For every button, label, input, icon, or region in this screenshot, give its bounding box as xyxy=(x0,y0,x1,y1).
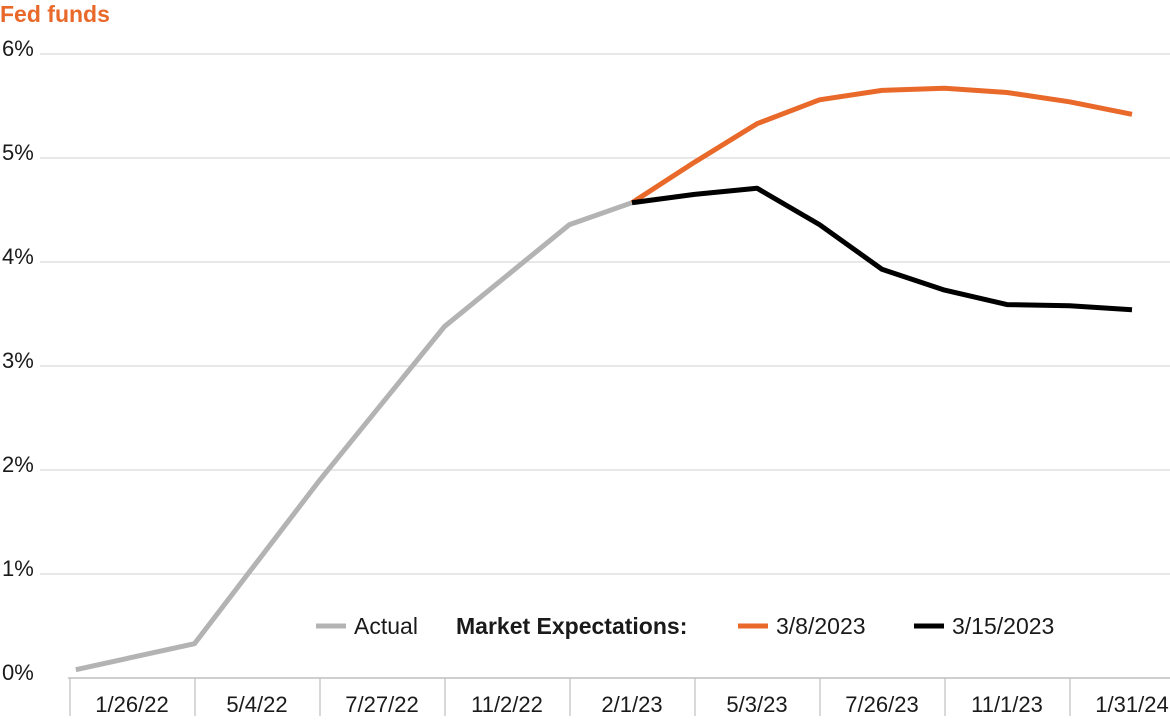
y-tick-label: 3% xyxy=(2,348,34,373)
legend-heading: Market Expectations: xyxy=(456,613,687,639)
x-tick-label: 7/27/22 xyxy=(345,692,418,717)
x-tick-label: 1/31/24 xyxy=(1095,692,1168,717)
y-tick-label: 2% xyxy=(2,452,34,477)
x-tick-label: 7/26/23 xyxy=(845,692,918,717)
legend: Actual Market Expectations: 3/8/2023 3/1… xyxy=(316,613,1054,639)
y-tick-label: 6% xyxy=(2,36,34,61)
x-tick-label: 11/1/23 xyxy=(971,692,1043,717)
chart-title: Fed funds xyxy=(0,1,110,27)
x-tick-label: 2/1/23 xyxy=(601,692,662,717)
series-line-3-15-2023 xyxy=(631,185,1133,313)
y-tick-label: 1% xyxy=(2,556,34,581)
y-tick-label: 5% xyxy=(2,140,34,165)
y-tick-label: 4% xyxy=(2,244,34,269)
legend-label-actual: Actual xyxy=(354,613,418,639)
legend-label-3-8-2023: 3/8/2023 xyxy=(776,613,866,639)
x-tick-label: 1/26/22 xyxy=(95,692,168,717)
series-lines xyxy=(75,85,1133,673)
gridlines xyxy=(40,53,1170,575)
series-line-actual xyxy=(75,200,633,673)
y-tick-label: 0% xyxy=(2,660,34,685)
x-tick-label: 5/3/23 xyxy=(726,692,787,717)
series-line-3-8-2023 xyxy=(630,85,1133,205)
x-axis: 1/26/22 5/4/22 7/27/22 11/2/22 2/1/23 5/3/23 7… xyxy=(68,677,1170,717)
y-axis-labels: 0% 1% 2% 3% 4% 5% 6% xyxy=(2,36,34,685)
legend-label-3-15-2023: 3/15/2023 xyxy=(952,613,1054,639)
x-tick-label: 5/4/22 xyxy=(226,692,287,717)
x-tick-label: 11/2/22 xyxy=(471,692,543,717)
